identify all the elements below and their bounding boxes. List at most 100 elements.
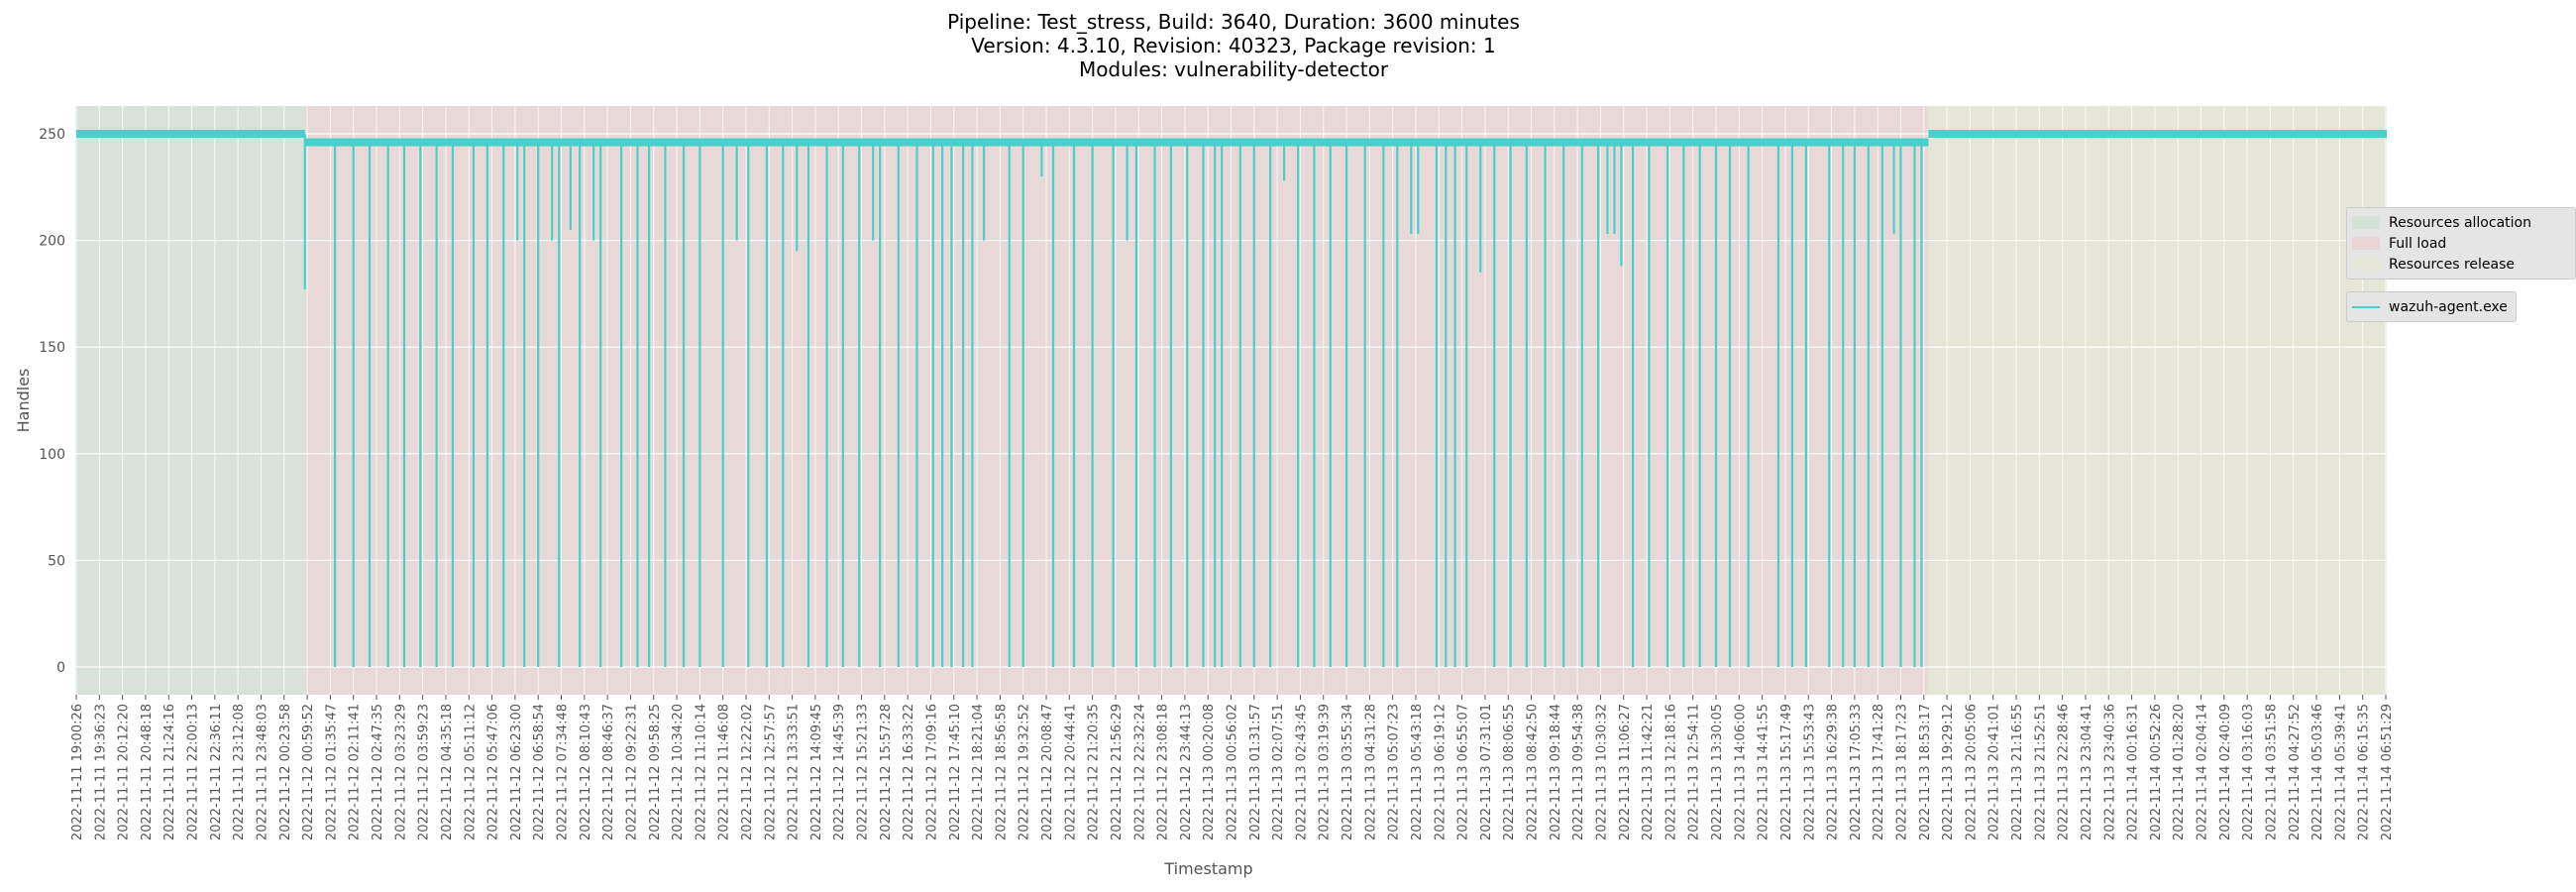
x-tick-label: 2022-11-11 22:36:11 [209,704,224,840]
x-tick-label: 2022-11-13 18:53:17 [1918,704,1933,840]
phase-span-3 [1928,106,2387,695]
x-tick-label: 2022-11-11 19:00:26 [70,704,85,840]
legend: Resources allocation Full load Resources r… [2346,207,2576,322]
legend-label: Resources allocation [2389,214,2531,231]
phase-span-2 [304,106,1929,695]
x-tick-label: 2022-11-13 11:42:21 [1641,704,1656,840]
x-tick-label: 2022-11-12 02:11:41 [348,704,363,840]
x-tick-label: 2022-11-13 15:17:49 [1779,704,1794,840]
x-tick-label: 2022-11-12 11:46:08 [717,704,732,840]
x-tick-label: 2022-11-12 01:35:47 [324,704,339,840]
x-tick-label: 2022-11-13 09:54:38 [1571,704,1586,840]
x-tick-label: 2022-11-12 16:33:22 [902,704,916,840]
x-tick-label: 2022-11-14 00:52:26 [2149,704,2164,840]
x-tick-label: 2022-11-14 05:39:41 [2333,704,2348,840]
x-tick-label: 2022-11-12 23:44:13 [1179,704,1194,840]
x-tick-label: 2022-11-14 02:04:14 [2196,704,2210,840]
x-tick-label: 2022-11-12 20:44:41 [1063,704,1078,840]
x-tick-label: 2022-11-12 15:57:28 [879,704,894,840]
x-tick-label: 2022-11-13 12:18:16 [1664,704,1678,840]
x-tick-label: 2022-11-13 15:53:43 [1802,704,1817,840]
legend-item-phase: Resources release [2347,254,2575,275]
x-tick-label: 2022-11-13 13:30:05 [1710,704,1725,840]
x-tick-label: 2022-11-13 09:18:44 [1549,704,1563,840]
chart-title-line-2: Version: 4.3.10, Revision: 40323, Packag… [971,34,1496,57]
series-baseline-1 [76,129,305,138]
x-tick-label: 2022-11-14 03:51:58 [2264,704,2279,840]
x-tick-label: 2022-11-12 17:45:10 [948,704,963,840]
x-tick-label: 2022-11-12 03:23:29 [393,704,408,840]
x-tick-label: 2022-11-13 21:16:55 [2010,704,2025,840]
x-tick-label: 2022-11-13 21:52:51 [2033,704,2048,840]
x-tick-label: 2022-11-14 03:16:03 [2241,704,2256,840]
x-tick-label: 2022-11-11 20:12:20 [117,704,132,840]
x-tick-label: 2022-11-14 04:27:52 [2288,704,2303,840]
x-tick-label: 2022-11-14 05:03:46 [2310,704,2325,840]
x-tick-label: 2022-11-12 04:35:18 [440,704,455,840]
x-tick-label: 2022-11-13 16:29:38 [1826,704,1841,840]
x-tick-label: 2022-11-12 12:57:57 [763,704,778,840]
y-tick-label: 0 [56,660,65,676]
y-tick-label: 200 [39,234,65,250]
x-tick-label: 2022-11-13 19:29:12 [1941,704,1956,840]
x-tick-label: 2022-11-11 22:00:13 [186,704,201,840]
x-tick-label: 2022-11-12 08:46:37 [601,704,616,840]
x-tick-label: 2022-11-12 02:47:35 [371,704,385,840]
x-axis-label: Timestamp [1163,859,1252,878]
x-tick-label: 2022-11-12 00:59:52 [301,704,316,840]
chart-title-line-3: Modules: vulnerability-detector [1078,57,1389,81]
x-tick-label: 2022-11-12 03:59:23 [417,704,432,840]
x-tick-label: 2022-11-11 23:12:08 [232,704,247,840]
x-tick-label: 2022-11-14 06:15:35 [2357,704,2372,840]
x-tick-label: 2022-11-12 12:22:02 [740,704,755,840]
y-tick-label: 50 [48,553,65,569]
x-tick-label: 2022-11-12 09:22:31 [624,704,639,840]
x-tick-label: 2022-11-13 23:40:36 [2102,704,2117,840]
x-tick-label: 2022-11-13 04:31:28 [1363,704,1378,840]
x-tick-label: 2022-11-12 19:32:52 [1018,704,1032,840]
x-tick-label: 2022-11-13 02:07:51 [1271,704,1286,840]
x-tick-label: 2022-11-12 05:11:12 [463,704,478,840]
chart-title-line-1: Pipeline: Test_stress, Build: 3640, Dura… [947,10,1520,34]
x-tick-label: 2022-11-12 09:58:25 [648,704,663,840]
x-tick-label: 2022-11-12 15:21:33 [856,704,871,840]
y-axis-label: Handles [14,369,33,433]
series-legend: wazuh-agent.exe [2346,291,2517,322]
x-tick-label: 2022-11-13 18:17:23 [1894,704,1909,840]
legend-item-series: wazuh-agent.exe [2347,296,2516,317]
x-tick-label: 2022-11-13 20:41:01 [1987,704,2002,840]
x-tick-label: 2022-11-13 01:31:57 [1248,704,1263,840]
x-tick-label: 2022-11-13 06:55:07 [1456,704,1471,840]
x-tick-label: 2022-11-13 03:55:34 [1341,704,1355,840]
x-tick-label: 2022-11-13 23:04:41 [2080,704,2094,840]
x-tick-label: 2022-11-11 20:48:18 [140,704,155,840]
x-tick-label: 2022-11-12 18:56:58 [994,704,1009,840]
x-tick-label: 2022-11-12 11:10:14 [694,704,708,840]
legend-item-phase: Resources allocation [2347,212,2575,233]
series-baseline-3 [1928,129,2387,138]
x-tick-label: 2022-11-14 01:28:20 [2172,704,2187,840]
x-tick-label: 2022-11-12 14:09:45 [809,704,824,840]
x-tick-label: 2022-11-13 20:05:06 [1964,704,1979,840]
y-tick-label: 100 [39,447,65,463]
series-baseline-2 [304,138,1929,147]
x-tick-label: 2022-11-12 20:08:47 [1040,704,1055,840]
legend-label: Full load [2389,235,2447,252]
x-tick-label: 2022-11-13 05:07:23 [1387,704,1402,840]
x-tick-label: 2022-11-13 07:31:01 [1479,704,1494,840]
x-tick-label: 2022-11-14 00:16:31 [2126,704,2141,840]
legend-label: Resources release [2389,256,2515,273]
legend-item-phase: Full load [2347,233,2575,254]
x-tick-label: 2022-11-12 00:23:58 [278,704,293,840]
x-tick-label: 2022-11-13 08:42:50 [1526,704,1541,840]
legend-swatch [2352,237,2380,250]
x-tick-label: 2022-11-11 23:48:03 [255,704,269,840]
x-tick-label: 2022-11-12 07:34:48 [556,704,571,840]
x-tick-label: 2022-11-13 11:06:27 [1618,704,1633,840]
x-tick-label: 2022-11-11 21:24:16 [162,704,177,840]
x-tick-label: 2022-11-13 08:06:55 [1502,704,1517,840]
x-tick-label: 2022-11-13 17:05:33 [1849,704,1864,840]
x-tick-label: 2022-11-14 06:51:29 [2380,704,2395,840]
